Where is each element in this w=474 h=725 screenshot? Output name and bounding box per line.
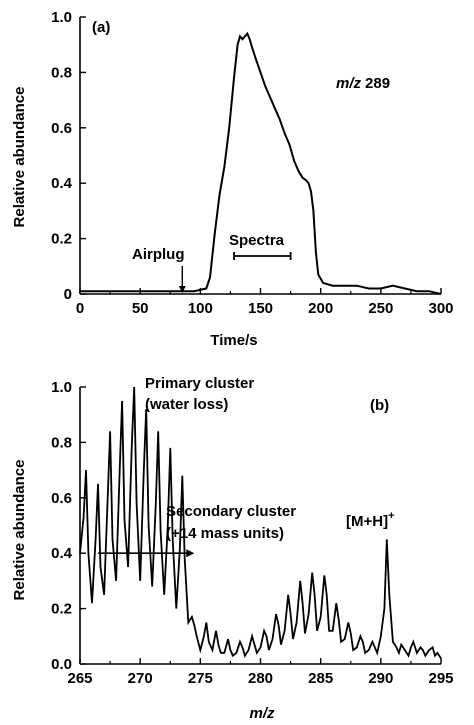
panel-a-spectra-label: Spectra [229, 232, 285, 249]
panel-a-spectra-bar [233, 252, 292, 260]
y-tick-label: 0.0 [51, 656, 72, 673]
panel-b-label: (b) [370, 397, 389, 414]
y-tick-label: 0.4 [51, 175, 73, 192]
x-tick-label: 265 [67, 670, 92, 687]
y-tick-label: 0.6 [51, 120, 72, 137]
x-tick-label: 200 [308, 300, 333, 317]
panel-a-mz-annotation: m/z 289 [336, 75, 390, 92]
y-tick-label: 0.2 [51, 231, 72, 248]
x-tick-label: 275 [188, 670, 213, 687]
y-tick-label: 0 [64, 286, 72, 303]
x-tick-label: 50 [132, 300, 149, 317]
primary-cluster-sublabel: (water loss) [145, 396, 228, 413]
secondary-cluster-arrow [98, 549, 195, 558]
panel-a-airplug-arrow [178, 266, 186, 293]
y-tick-label: 0.4 [51, 545, 73, 562]
panel-b-x-tick-labels: 265 270 275 280 285 290 295 [67, 670, 453, 687]
panel-b-y-axis-label: Relative abundance [11, 460, 28, 601]
panel-a-airplug-label: Airplug [132, 246, 185, 263]
panel-b: 265 270 275 280 285 290 295 0.0 0.2 0.4 0.6 0.8 1.0… [11, 375, 454, 722]
mh-ion-label: [M+H]+ [346, 510, 395, 530]
x-tick-label: 290 [368, 670, 393, 687]
panel-b-series-line [79, 386, 442, 659]
primary-cluster-label: Primary cluster [145, 375, 254, 392]
panel-a-x-tick-labels: 0 50 100 150 200 250 300 [76, 300, 454, 317]
secondary-cluster-label: Secondary cluster [166, 503, 296, 520]
panel-a-x-axis-label: Time/s [210, 332, 257, 349]
airplug-arrow-head [178, 286, 186, 293]
x-tick-label: 280 [248, 670, 273, 687]
panel-a: 0 50 100 150 200 250 300 00.20.40.60.81.0 (a) … [11, 9, 454, 349]
panel-a-series-line [80, 31, 442, 295]
panel-a-y-tick-labels: 0 0.2 0.4 0.6 0.8 1.0 [51, 9, 73, 303]
y-tick-label: 0.6 [51, 490, 72, 507]
x-tick-label: 0 [76, 300, 84, 317]
mh-ion-label-sup: + [388, 510, 394, 522]
y-tick-label: 1.0 [51, 9, 72, 26]
x-tick-label: 100 [188, 300, 213, 317]
y-tick-label: 1.0 [51, 379, 72, 396]
panel-b-y-tick-labels: 0.0 0.2 0.4 0.6 0.8 1.0 [51, 379, 73, 673]
panel-a-mz-prefix: m/z [336, 75, 362, 92]
x-tick-label: 270 [128, 670, 153, 687]
y-tick-label: 0.8 [51, 434, 72, 451]
secondary-cluster-sublabel: (+14 mass units) [166, 525, 284, 542]
x-tick-label: 295 [428, 670, 453, 687]
y-tick-label: 0.2 [51, 601, 72, 618]
x-tick-label: 250 [368, 300, 393, 317]
panel-a-y-axis-label: Relative abundance [11, 87, 28, 228]
y-tick-label: 0.8 [51, 64, 72, 81]
panel-a-mz-value: 289 [365, 75, 390, 92]
mh-ion-label-main: [M+H] [346, 513, 388, 530]
x-tick-label: 150 [248, 300, 273, 317]
panel-b-x-axis-label: m/z [249, 705, 275, 722]
x-tick-label: 300 [428, 300, 453, 317]
panel-a-label: (a) [92, 19, 110, 36]
x-tick-label: 285 [308, 670, 333, 687]
arrow-head [186, 549, 195, 558]
